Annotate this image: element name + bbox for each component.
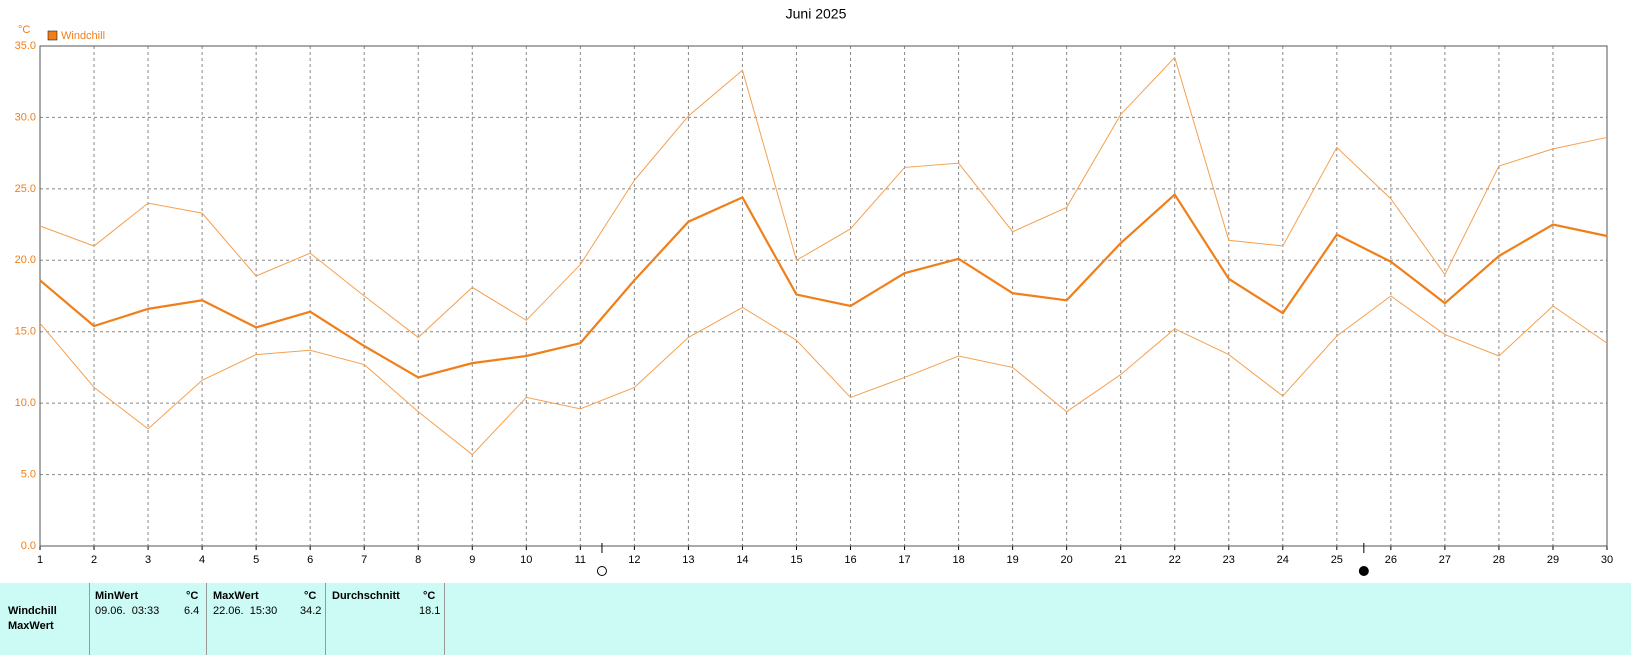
cell: 34.2 — [300, 605, 322, 617]
legend-swatch — [47, 30, 58, 41]
x-tick-label: 11 — [575, 554, 586, 566]
legend-label: Windchill — [61, 30, 105, 42]
col-border — [206, 583, 207, 655]
x-tick-label: 26 — [1385, 554, 1397, 566]
moon-marker — [596, 566, 607, 576]
line-min-values — [39, 295, 1608, 456]
row-label: MaxWert — [8, 620, 54, 632]
col-border — [325, 583, 326, 655]
x-tick-label: 4 — [199, 554, 205, 566]
x-tick-label: 21 — [1115, 554, 1127, 566]
x-tick-label: 29 — [1547, 554, 1559, 566]
x-tick-label: 3 — [145, 554, 151, 566]
row-label: Windchill — [8, 605, 57, 617]
x-tick-label: 12 — [628, 554, 640, 566]
x-tick-label: 6 — [307, 554, 313, 566]
header: °C — [304, 590, 317, 602]
x-tick-label: 19 — [1006, 554, 1018, 566]
y-tick-label: 30.0 — [15, 111, 36, 123]
cell: 09.06. 03:33 — [95, 605, 160, 617]
y-unit: °C — [18, 24, 30, 36]
x-tick-label: 23 — [1223, 554, 1235, 566]
cell: 18.1 — [419, 605, 441, 617]
chart: Juni 2025 °C 0.0 5.0 10.0 15.0 20.0 25.0 30.0 3… — [15, 6, 1613, 576]
x-tick-label: 15 — [790, 554, 802, 566]
y-tick-label: 20.0 — [15, 254, 36, 266]
x-tick-label: 22 — [1169, 554, 1181, 566]
header: Durchschnitt — [332, 590, 400, 602]
line-values — [39, 192, 1608, 379]
moon-marker — [1358, 566, 1369, 576]
x-tick-label: 28 — [1493, 554, 1505, 566]
x-tick-label: 14 — [736, 554, 748, 566]
plot-frame — [39, 45, 1608, 547]
x-tick-label: 24 — [1277, 554, 1289, 566]
x-tick-label: 16 — [844, 554, 856, 566]
cell: 22.06. 15:30 — [213, 605, 278, 617]
header: MinWert — [95, 590, 139, 602]
x-tick-label: 2 — [91, 554, 97, 566]
cell: 6.4 — [184, 605, 200, 617]
x-tick-label: 1 — [37, 554, 43, 566]
x-tick-label: 25 — [1331, 554, 1343, 566]
y-tick-label: 5.0 — [21, 468, 36, 480]
x-tick-label: 13 — [682, 554, 694, 566]
x-tick-label: 20 — [1061, 554, 1073, 566]
x-tick-label: 10 — [520, 554, 532, 566]
stats-table: MinWert °C MaxWert °C Durchschnitt °C Wi… — [0, 583, 1631, 655]
y-tick-label: 25.0 — [15, 183, 36, 195]
chart-title: Juni 2025 — [786, 6, 847, 22]
y-tick-label: 10.0 — [15, 397, 36, 409]
y-tick-label: 15.0 — [15, 326, 36, 338]
x-tick-label: 30 — [1601, 554, 1613, 566]
header: °C — [423, 590, 436, 602]
x-tick-label: 18 — [952, 554, 964, 566]
col-border — [444, 583, 445, 655]
x-tick-label: 7 — [361, 554, 367, 566]
header: °C — [186, 590, 199, 602]
header: MaxWert — [213, 590, 259, 602]
line-max-values — [39, 56, 1608, 339]
x-tick-label: 27 — [1439, 554, 1451, 566]
x-tick-label: 8 — [415, 554, 421, 566]
x-tick-label: 5 — [253, 554, 259, 566]
col-border — [89, 583, 90, 655]
y-tick-label: 35.0 — [15, 40, 36, 52]
x-tick-label: 17 — [898, 554, 910, 566]
y-tick-label: 0.0 — [21, 540, 36, 552]
x-tick-label: 9 — [469, 554, 475, 566]
